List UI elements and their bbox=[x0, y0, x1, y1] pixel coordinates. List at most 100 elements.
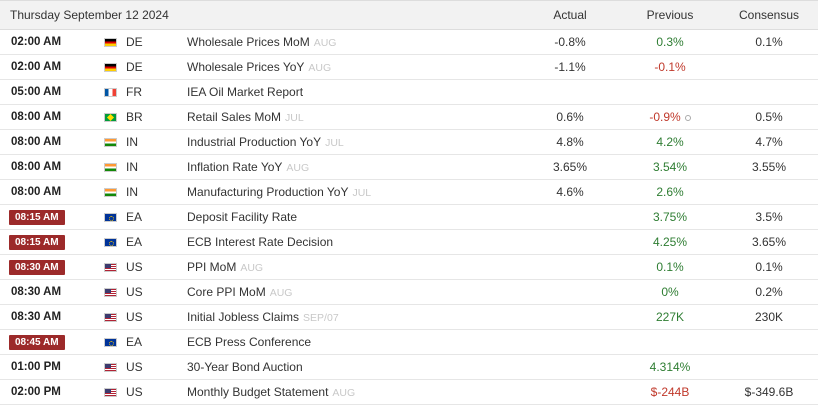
country-code: DE bbox=[122, 54, 185, 80]
reference-period: JUL bbox=[352, 187, 372, 199]
event-name[interactable]: Core PPI MoM bbox=[187, 285, 266, 299]
table-row[interactable]: 08:30 AM US PPI MoM AUG 0.1% 0.1% bbox=[0, 254, 818, 280]
previous-cell: -0.1% bbox=[620, 54, 721, 80]
previous-cell: 2.6% bbox=[620, 179, 721, 205]
consensus-value bbox=[720, 329, 818, 355]
consensus-value: 3.55% bbox=[720, 154, 818, 180]
table-row[interactable]: 08:00 AM BR Retail Sales MoM JUL 0.6% -0.… bbox=[0, 104, 818, 130]
event-cell: Wholesale Prices YoY AUG bbox=[185, 54, 521, 80]
event-time-cell: 02:00 AM bbox=[0, 29, 102, 55]
consensus-value: 3.5% bbox=[720, 204, 818, 230]
consensus-value bbox=[720, 179, 818, 205]
event-time: 08:30 AM bbox=[11, 311, 62, 323]
event-time: 02:00 PM bbox=[11, 386, 61, 398]
previous-cell: 0.3% bbox=[620, 29, 721, 55]
table-row[interactable]: 08:30 AM US Initial Jobless Claims SEP/07… bbox=[0, 304, 818, 330]
event-time-badge: 08:45 AM bbox=[9, 334, 65, 350]
br-flag-icon bbox=[104, 113, 117, 123]
consensus-value: 4.7% bbox=[720, 129, 818, 155]
table-header-row: Thursday September 12 2024 Actual Previo… bbox=[0, 0, 818, 30]
consensus-header[interactable]: Consensus bbox=[720, 0, 818, 30]
event-name[interactable]: 30-Year Bond Auction bbox=[187, 360, 303, 374]
flag-cell bbox=[102, 129, 122, 155]
event-name[interactable]: Industrial Production YoY bbox=[187, 135, 322, 149]
event-name[interactable]: Deposit Facility Rate bbox=[187, 210, 298, 224]
event-name[interactable]: PPI MoM bbox=[187, 260, 237, 274]
flag-cell bbox=[102, 54, 122, 80]
previous-cell: 0.1% bbox=[620, 254, 721, 280]
in-flag-icon bbox=[104, 188, 117, 198]
table-row[interactable]: 08:00 AM IN Industrial Production YoY JUL… bbox=[0, 129, 818, 155]
previous-value: -0.9% bbox=[649, 110, 681, 124]
previous-value: $-244B bbox=[650, 385, 690, 399]
previous-value: 0.3% bbox=[656, 35, 684, 49]
actual-value bbox=[520, 379, 621, 405]
eu-flag-icon bbox=[104, 338, 117, 348]
us-flag-icon bbox=[104, 363, 117, 373]
table-row[interactable]: 08:45 AM EA ECB Press Conference bbox=[0, 329, 818, 355]
table-row[interactable]: 08:00 AM IN Manufacturing Production YoY… bbox=[0, 179, 818, 205]
reference-period: AUG bbox=[240, 262, 264, 274]
event-name[interactable]: Monthly Budget Statement bbox=[187, 385, 329, 399]
event-name[interactable]: ECB Press Conference bbox=[187, 335, 312, 349]
event-time-cell: 01:00 PM bbox=[0, 354, 102, 380]
event-time-cell: 08:00 AM bbox=[0, 179, 102, 205]
eu-flag-icon bbox=[104, 238, 117, 248]
table-row[interactable]: 02:00 AM DE Wholesale Prices YoY AUG -1.1… bbox=[0, 54, 818, 80]
us-flag-icon bbox=[104, 388, 117, 398]
previous-value: 0.1% bbox=[656, 260, 684, 274]
previous-value: 4.25% bbox=[653, 235, 688, 249]
flag-cell bbox=[102, 279, 122, 305]
event-time: 05:00 AM bbox=[11, 86, 62, 98]
event-time: 08:30 AM bbox=[11, 286, 62, 298]
actual-value bbox=[520, 329, 621, 355]
previous-value: 227K bbox=[656, 310, 685, 324]
event-name[interactable]: ECB Interest Rate Decision bbox=[187, 235, 334, 249]
event-cell: Initial Jobless Claims SEP/07 bbox=[185, 304, 521, 330]
previous-cell: 3.75% bbox=[620, 204, 721, 230]
event-name[interactable]: Manufacturing Production YoY bbox=[187, 185, 349, 199]
in-flag-icon bbox=[104, 163, 117, 173]
consensus-value: 230K bbox=[720, 304, 818, 330]
table-row[interactable]: 08:15 AM EA ECB Interest Rate Decision 4… bbox=[0, 229, 818, 255]
event-name[interactable]: Inflation Rate YoY bbox=[187, 160, 283, 174]
reference-period: AUG bbox=[286, 162, 310, 174]
country-code: DE bbox=[122, 29, 185, 55]
event-time: 08:00 AM bbox=[11, 186, 62, 198]
table-row[interactable]: 08:00 AM IN Inflation Rate YoY AUG 3.65% … bbox=[0, 154, 818, 180]
event-time-cell: 02:00 AM bbox=[0, 54, 102, 80]
event-time: 02:00 AM bbox=[11, 36, 62, 48]
country-code: US bbox=[122, 254, 185, 280]
actual-header[interactable]: Actual bbox=[520, 0, 621, 30]
event-time-badge: 08:15 AM bbox=[9, 209, 65, 225]
previous-header[interactable]: Previous bbox=[620, 0, 721, 30]
event-cell: Retail Sales MoM JUL bbox=[185, 104, 521, 130]
reference-period: AUG bbox=[332, 387, 356, 399]
event-cell: Inflation Rate YoY AUG bbox=[185, 154, 521, 180]
country-code: IN bbox=[122, 129, 185, 155]
flag-cell bbox=[102, 29, 122, 55]
table-row[interactable]: 02:00 AM DE Wholesale Prices MoM AUG -0.8… bbox=[0, 29, 818, 55]
previous-cell: 4.314% bbox=[620, 354, 721, 380]
table-row[interactable]: 08:15 AM EA Deposit Facility Rate 3.75% … bbox=[0, 204, 818, 230]
table-row[interactable]: 05:00 AM FR IEA Oil Market Report bbox=[0, 79, 818, 105]
event-time-badge: 08:15 AM bbox=[9, 234, 65, 250]
actual-value bbox=[520, 354, 621, 380]
previous-value: -0.1% bbox=[654, 60, 686, 74]
table-row[interactable]: 02:00 PM US Monthly Budget Statement AUG … bbox=[0, 379, 818, 405]
revised-icon[interactable] bbox=[684, 114, 691, 121]
table-row[interactable]: 01:00 PM US 30-Year Bond Auction 4.314% bbox=[0, 354, 818, 380]
consensus-value bbox=[720, 354, 818, 380]
previous-value: 0% bbox=[661, 285, 679, 299]
event-name[interactable]: Wholesale Prices YoY bbox=[187, 60, 305, 74]
consensus-value: 0.5% bbox=[720, 104, 818, 130]
event-name[interactable]: Wholesale Prices MoM bbox=[187, 35, 310, 49]
event-cell: IEA Oil Market Report bbox=[185, 79, 521, 105]
event-name[interactable]: Retail Sales MoM bbox=[187, 110, 282, 124]
event-name[interactable]: IEA Oil Market Report bbox=[187, 85, 304, 99]
actual-value bbox=[520, 79, 621, 105]
event-name[interactable]: Initial Jobless Claims bbox=[187, 310, 300, 324]
actual-value: 0.6% bbox=[520, 104, 621, 130]
table-row[interactable]: 08:30 AM US Core PPI MoM AUG 0% 0.2% bbox=[0, 279, 818, 305]
event-time-cell: 08:30 AM bbox=[0, 304, 102, 330]
